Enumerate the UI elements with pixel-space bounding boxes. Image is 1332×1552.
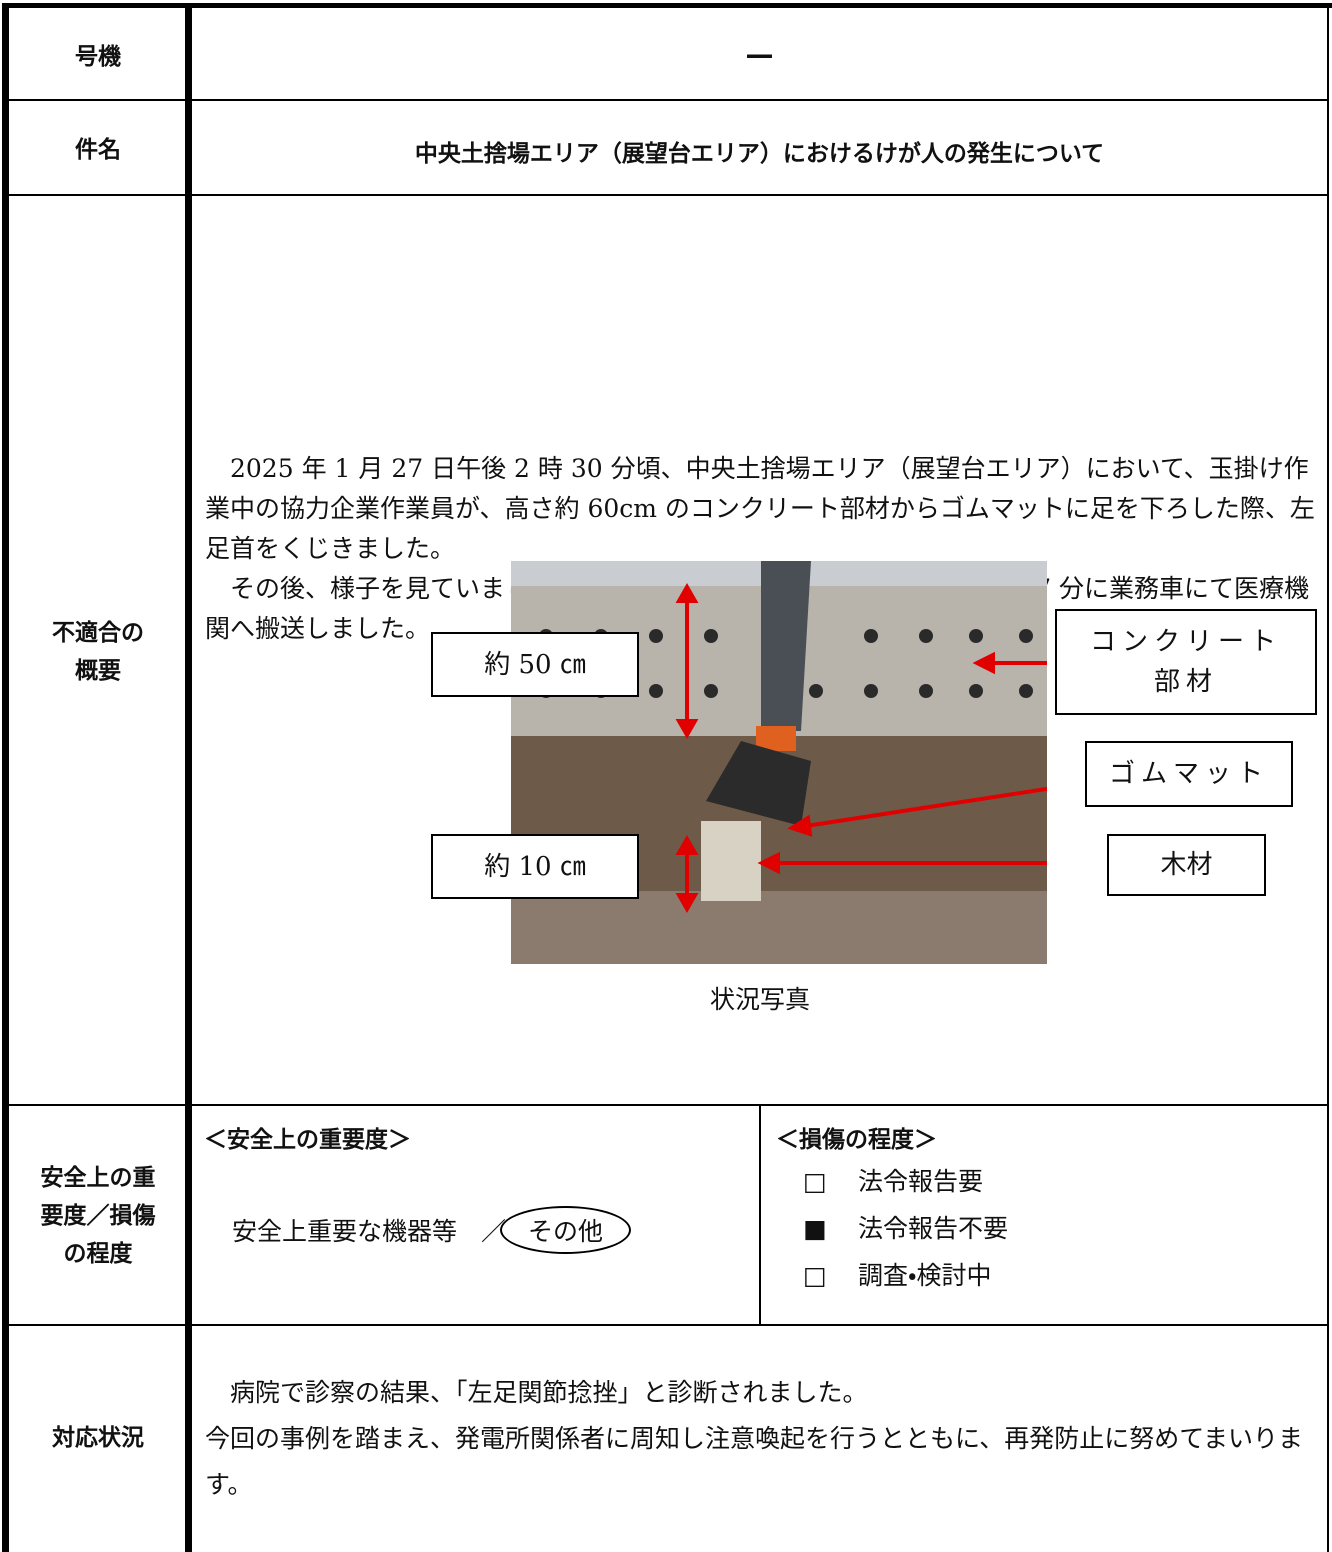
border bbox=[2, 194, 1329, 196]
callout: 木材 bbox=[1107, 834, 1266, 896]
border bbox=[759, 1104, 761, 1325]
item-text: 調査・検討中 bbox=[858, 1261, 992, 1290]
border bbox=[185, 3, 192, 1552]
subject-value: 中央土捨場エリア（展望台エリア）におけるけが人の発生について bbox=[414, 141, 1105, 167]
border bbox=[2, 1324, 1329, 1326]
damage-list: □ 法令報告要 ■ 法令報告不要 □ 調査・検討中 bbox=[803, 1158, 1008, 1299]
checkbox: □ bbox=[803, 1261, 827, 1290]
section-heading: ＜損傷の程度＞ bbox=[776, 1127, 937, 1153]
row-label: 号機 bbox=[75, 44, 121, 70]
row-label: 対応状況 bbox=[52, 1425, 144, 1451]
safety-options: 安全上重要な機器等／その他 bbox=[232, 1206, 632, 1254]
border bbox=[2, 3, 9, 1552]
row-label: 件名 bbox=[75, 137, 121, 163]
checkbox: □ bbox=[803, 1167, 827, 1196]
damage-item: ■ 法令報告不要 bbox=[803, 1205, 1008, 1252]
selected-option: その他 bbox=[500, 1206, 632, 1254]
paragraph: 今回の事例を踏まえ、発電所関係者に周知し注意喚起を行うとともに、再発防止に努めて… bbox=[205, 1424, 1304, 1499]
item-text: 法令報告要 bbox=[858, 1167, 984, 1196]
situation-photo bbox=[511, 561, 1047, 964]
border bbox=[2, 3, 1332, 8]
checkbox: ■ bbox=[803, 1214, 827, 1243]
callout: ゴムマット bbox=[1085, 741, 1293, 807]
paragraph: 病院で診察の結果、「左足関節捻挫」と診断されました。 bbox=[230, 1378, 868, 1407]
section-heading: ＜安全上の重要度＞ bbox=[204, 1127, 411, 1153]
row-label: 安全上の重 要度／損傷 の程度 bbox=[40, 1165, 156, 1267]
damage-item: □ 調査・検討中 bbox=[803, 1252, 1008, 1299]
option: 安全上重要な機器等 bbox=[232, 1217, 458, 1246]
border bbox=[2, 1104, 1329, 1106]
damage-item: □ 法令報告要 bbox=[803, 1158, 1008, 1205]
border bbox=[1327, 3, 1329, 1552]
callout: コンクリート 部材 bbox=[1055, 609, 1317, 715]
paragraph: 2025 年 1 月 27 日午後 2 時 30 分頃、中央土捨場エリア（展望台… bbox=[205, 454, 1315, 563]
border bbox=[2, 99, 1329, 101]
photo-caption: 状況写真 bbox=[709, 985, 810, 1014]
callout: 約 10 ㎝ bbox=[431, 834, 639, 899]
row-label: 不適合の 概要 bbox=[52, 620, 144, 684]
response-text: 病院で診察の結果、「左足関節捻挫」と診断されました。 今回の事例を踏まえ、発電所… bbox=[205, 1370, 1319, 1508]
item-text: 法令報告不要 bbox=[858, 1214, 1009, 1243]
unit-value: — bbox=[745, 38, 774, 71]
callout: 約 50 ㎝ bbox=[431, 632, 639, 697]
